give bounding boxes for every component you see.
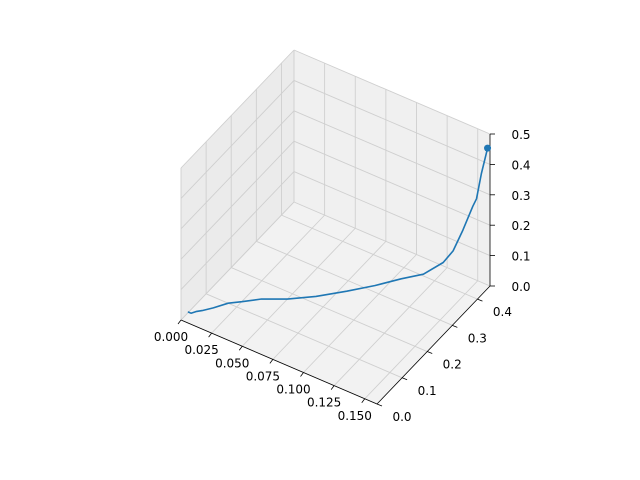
grid-line-z-left	[180, 201, 295, 321]
series-line	[187, 147, 489, 315]
axes-grid	[180, 49, 491, 405]
x-tick-label: 0.075	[246, 369, 280, 383]
y-tick-mark	[477, 298, 483, 302]
y-tick-mark	[427, 351, 433, 354]
x-tick-label: 0.025	[184, 343, 218, 357]
left-pane	[181, 50, 294, 320]
axes-ticks	[177, 133, 495, 407]
y-tick-label: 0.4	[493, 305, 512, 319]
grid-line-z-back	[293, 49, 491, 135]
y-tick-label: 0.0	[392, 410, 411, 424]
z-tick-label: 0.2	[511, 219, 530, 233]
grid-line-y-floor	[256, 240, 453, 326]
grid-line-x-floor	[272, 241, 387, 360]
data-series	[187, 144, 492, 315]
grid-line-x-floor	[333, 267, 448, 386]
grid-line-z-back	[293, 79, 491, 165]
x-axis-line	[180, 319, 378, 405]
x-tick-mark	[238, 346, 243, 351]
y-tick-label: 0.1	[418, 384, 437, 398]
grid-line-z-left	[180, 140, 295, 260]
x-tick-mark	[361, 398, 366, 403]
z-tick-label: 0.5	[511, 128, 530, 142]
x-tick-mark	[177, 319, 182, 325]
x-tick-label: 0.125	[307, 396, 341, 410]
x-tick-label: 0.150	[338, 409, 372, 423]
floor-pane	[181, 202, 490, 404]
y-tick-mark	[452, 324, 458, 328]
x-tick-mark	[269, 359, 274, 364]
grid-line-x-floor	[241, 227, 356, 347]
grid-line-y-floor	[231, 267, 428, 352]
x-tick-mark	[330, 385, 335, 390]
grid-line-x-floor	[364, 280, 479, 400]
y-tick-label: 0.2	[443, 358, 462, 372]
y-tick-labels: 0.0 0.1 0.2 0.3 0.4	[392, 305, 512, 424]
z-tick-label: 0.1	[511, 250, 530, 264]
grid-line-z-left	[180, 110, 295, 230]
grid-line-z-left	[180, 80, 295, 199]
grid-line-z-back	[293, 201, 491, 287]
grid-line-x-floor	[211, 214, 325, 334]
z-tick-label: 0.3	[511, 189, 530, 203]
x-tick-mark	[300, 372, 304, 377]
back-pane	[294, 50, 490, 286]
x-tick-label: 0.100	[276, 383, 310, 397]
grid-line-z-left	[180, 171, 295, 290]
z-tick-label: 0.0	[511, 280, 530, 294]
grid-line-x-floor	[303, 254, 417, 373]
axes-panes	[181, 50, 490, 404]
grid-line-z-left	[180, 49, 295, 169]
grid-line-y-floor	[281, 214, 478, 300]
series-end-marker	[484, 144, 492, 152]
x-tick-label: 0.050	[215, 356, 249, 370]
x-tick-mark	[208, 332, 212, 338]
x-tick-label: 0.000	[154, 330, 188, 344]
y-axis-line	[376, 285, 491, 405]
y-tick-label: 0.3	[468, 331, 487, 345]
axes-edges	[180, 134, 491, 405]
grid-line-y-floor	[205, 293, 403, 379]
grid-line-z-back	[293, 110, 491, 196]
grid-line-z-back	[293, 140, 491, 226]
y-tick-mark	[376, 403, 383, 407]
z-tick-labels: 0.0 0.1 0.2 0.3 0.4 0.5	[511, 128, 530, 294]
y-tick-mark	[401, 377, 408, 381]
z-tick-label: 0.4	[511, 158, 530, 172]
